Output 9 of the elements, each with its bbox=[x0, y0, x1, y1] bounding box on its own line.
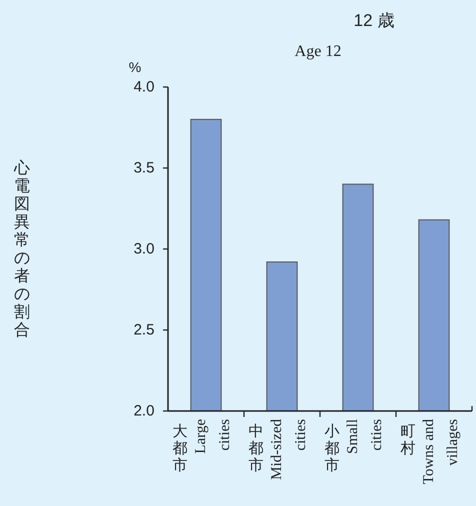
chart-title: 12 歳 bbox=[354, 11, 394, 30]
chart-subtitle: Age 12 bbox=[294, 43, 342, 60]
y-tick-label: 4.0 bbox=[134, 78, 154, 96]
y-tick-label: 2.0 bbox=[134, 402, 154, 420]
text: 心電図異常の者の割合 bbox=[14, 160, 30, 340]
y-tick-label: 2.5 bbox=[134, 322, 154, 338]
text: % bbox=[128, 59, 142, 75]
y-tick-label: 3.5 bbox=[134, 160, 154, 176]
y-tick-label: 3.0 bbox=[134, 240, 154, 258]
